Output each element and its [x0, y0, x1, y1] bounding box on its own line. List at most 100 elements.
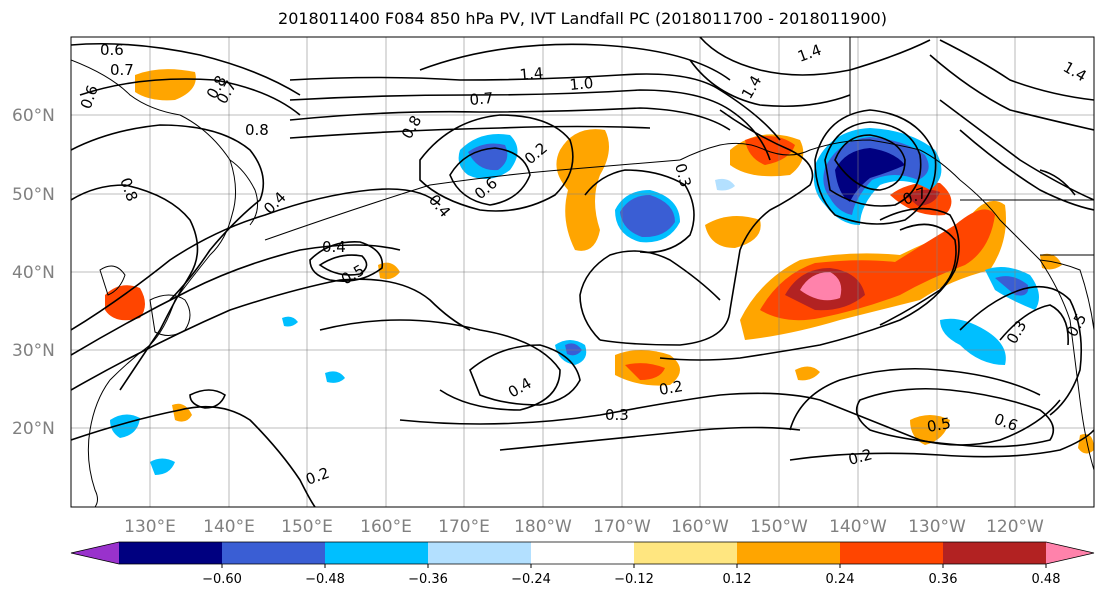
contour-line: [824, 121, 922, 207]
contour-line: [659, 207, 960, 361]
contours: [71, 37, 1094, 507]
colorbar-tick-label: −0.48: [305, 572, 345, 587]
colorbar-tick-label: −0.60: [202, 572, 242, 587]
colorbar-tick-label: 0.48: [1032, 572, 1061, 587]
coastlines: [71, 37, 1094, 507]
pv-blob: [110, 414, 140, 438]
colorbar-segment: [634, 542, 738, 564]
contour-line: [939, 99, 1094, 201]
colorbar-tick-label: 0.24: [826, 572, 855, 587]
colorbar-segment: [428, 542, 532, 564]
lat-label: 40°N: [12, 263, 55, 283]
contour-line: [599, 109, 814, 346]
canada-border: [849, 37, 1094, 201]
aleutians: [264, 159, 681, 241]
contour-label: 1.4: [519, 64, 544, 84]
contour-label: 0.6: [100, 41, 124, 59]
colorbar-segment: [943, 542, 1047, 564]
pv-blob: [468, 143, 508, 171]
contour-line: [449, 147, 531, 206]
pv-blob: [325, 371, 345, 383]
lon-label: 130°W: [908, 517, 966, 537]
pv-blob: [556, 129, 609, 251]
contour-line: [834, 134, 906, 191]
lon-label: 130°E: [124, 517, 176, 537]
contour-line: [959, 129, 1094, 211]
colorbar-tick-label: −0.24: [511, 572, 551, 587]
colorbar-extend-high: [1046, 542, 1094, 564]
lat-label: 50°N: [12, 185, 55, 205]
contour-label: 0.2: [846, 445, 874, 469]
contour-line: [289, 89, 771, 161]
contour-line: [71, 184, 199, 391]
contour-line: [939, 39, 1094, 101]
contour-line: [318, 254, 368, 276]
pv-blob: [150, 458, 175, 475]
colorbar: −0.60 −0.48 −0.36 −0.24 −0.12 0.12 0.24 0.36 0.4…: [70, 541, 1095, 587]
contour-line: [699, 37, 931, 76]
alaska-coast: [679, 139, 1094, 471]
contour-line: [499, 426, 801, 451]
lat-label: 30°N: [12, 341, 55, 361]
lat-axis: 60°N 50°N 40°N 30°N 20°N: [12, 106, 55, 439]
lon-label: 160°W: [671, 517, 729, 537]
contour-line: [689, 59, 851, 108]
graticule: [71, 37, 1094, 507]
pv-blob: [745, 136, 795, 165]
colorbar-tick-label: 0.12: [723, 572, 752, 587]
contour-label: 0.4: [322, 238, 346, 256]
lon-label: 140°W: [829, 517, 887, 537]
contour-line: [71, 188, 441, 331]
contour-line: [419, 114, 574, 212]
contour-line: [289, 73, 781, 141]
colorbar-segment: [737, 542, 841, 564]
contour-line: [999, 304, 1069, 346]
lon-label: 160°E: [360, 517, 412, 537]
colorbar-segment: [840, 542, 944, 564]
contour-line: [399, 392, 1061, 446]
contour-line: [584, 169, 695, 254]
contour-line: [879, 223, 957, 326]
figure-title: 2018011400 F084 850 hPa PV, IVT Landfall…: [278, 9, 887, 28]
contour-line: [789, 429, 1094, 461]
colorbar-segment: [531, 542, 635, 564]
colorbar-outline: [70, 541, 1095, 565]
pv-blob: [835, 148, 905, 202]
contour-label: 0.3: [605, 406, 629, 424]
contour-line: [929, 54, 1094, 131]
colorbar-segment: [222, 542, 326, 564]
colorbar-tick-label: 0.36: [929, 572, 958, 587]
contour-line: [71, 405, 316, 507]
lon-label: 140°E: [203, 517, 255, 537]
contour-line: [579, 250, 721, 341]
contour-line: [319, 319, 561, 411]
lat-label: 20°N: [12, 419, 55, 439]
pv-blob: [620, 195, 675, 238]
asia-coast: [71, 59, 236, 507]
contour-line: [79, 78, 301, 116]
pv-blob: [378, 262, 400, 280]
na-coast: [1039, 259, 1094, 331]
contour-line: [1039, 169, 1076, 196]
contour-label: 1.0: [569, 74, 594, 94]
korea-coast: [99, 265, 126, 296]
pv-blob: [705, 216, 761, 248]
contour-line: [469, 344, 581, 406]
pv-blob: [625, 363, 665, 380]
lon-label: 180°W: [514, 517, 572, 537]
contour-line: [189, 389, 226, 409]
contour-line: [959, 285, 1083, 416]
contour-line: [814, 109, 937, 225]
pv-blob: [565, 343, 582, 356]
colorbar-segment: [325, 542, 429, 564]
lon-label: 150°W: [750, 517, 808, 537]
contour-line: [71, 244, 401, 356]
pv-blob: [800, 272, 842, 301]
contour-label: 0.7: [110, 61, 134, 79]
contour-line: [71, 124, 265, 301]
contour-label: 0.5: [926, 414, 953, 436]
contour-line: [855, 387, 1055, 448]
contour-label: 0.3: [671, 161, 695, 189]
contour-line: [309, 241, 384, 282]
